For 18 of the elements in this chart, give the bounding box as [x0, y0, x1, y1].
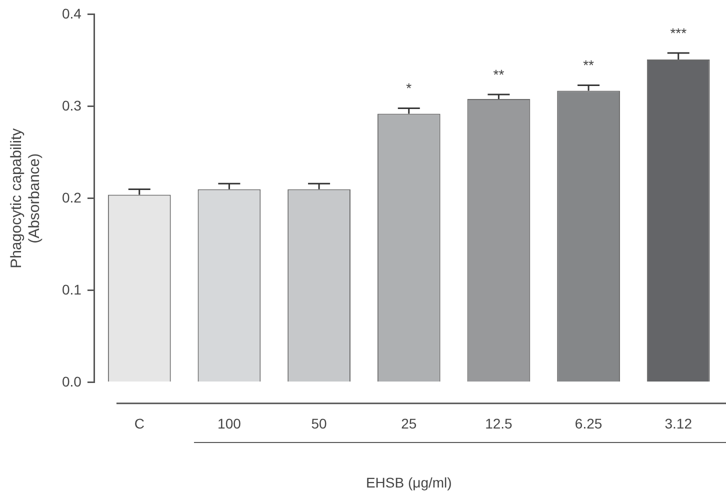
- x-tick-label: 3.12: [664, 416, 692, 432]
- y-axis-title: Phagocytic capability (Absorbance): [8, 128, 44, 268]
- annotation: **: [493, 66, 505, 82]
- y-tick-label: 0.0: [62, 373, 82, 390]
- annotation: **: [583, 57, 595, 74]
- x-tick-label: 12.5: [485, 416, 513, 432]
- x-tick-label: 6.25: [574, 416, 602, 432]
- annotation: ***: [670, 24, 688, 41]
- y-tick-label: 0.2: [62, 189, 82, 206]
- y-tick-label: 0.3: [62, 97, 82, 114]
- y-tick-label: 0.4: [62, 5, 82, 22]
- annotation: *: [406, 80, 412, 96]
- x-tick-label: 50: [311, 416, 328, 432]
- x-tick-label: C: [134, 416, 144, 432]
- x-axis-title: EHSB (μg/ml): [366, 474, 452, 490]
- y-tick-label: 0.1: [62, 281, 82, 298]
- x-tick-label: 25: [401, 416, 417, 432]
- x-tick-label: 100: [218, 416, 242, 432]
